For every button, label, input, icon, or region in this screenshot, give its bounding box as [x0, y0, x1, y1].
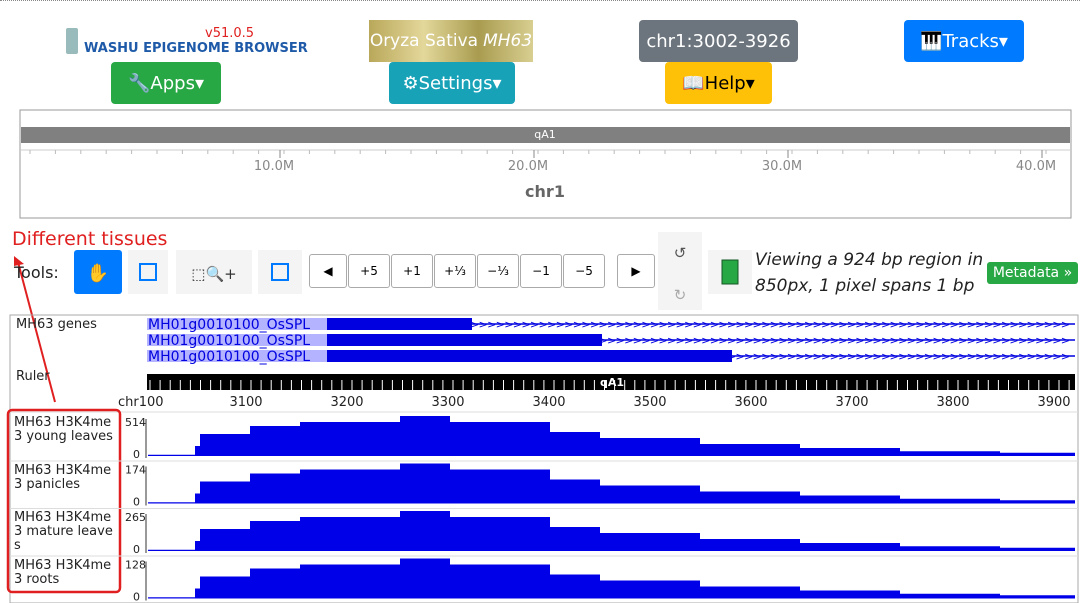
redo[interactable]: ↻	[674, 286, 687, 304]
track-min: 0	[133, 448, 140, 461]
ruler-tick-label: 3400	[532, 395, 565, 410]
signal-profile	[148, 559, 1075, 599]
gene-name: MH01g0010100_OsSPL	[148, 333, 310, 349]
ruler-tick-label: 3600	[734, 395, 767, 410]
zoom-button[interactable]: −5	[563, 254, 605, 288]
track-label-text: MH63 H3K4me3 mature leaves	[14, 511, 118, 553]
gene-name: MH01g0010100_OsSPL	[148, 349, 310, 365]
chromosome-tick-label: 10.0M	[254, 159, 294, 174]
track-max: 265	[125, 511, 146, 524]
track-max: 174	[125, 464, 146, 477]
genes-label: MH63 genes	[16, 317, 97, 332]
ruler-tick-label: 3300	[431, 395, 464, 410]
metadata-button[interactable]: Metadata »	[987, 262, 1078, 284]
book-icon	[722, 260, 738, 284]
pan-left[interactable]: ◀	[309, 254, 347, 288]
track-label: MH63 H3K4me3 roots	[14, 559, 118, 603]
annotation: Different tissues	[12, 228, 167, 250]
zoom-button[interactable]: +1	[391, 254, 433, 288]
track-label-text: MH63 H3K4me3 panicles	[14, 464, 118, 492]
ruler-tick-label: 3900	[1037, 395, 1070, 410]
chromosome-tick-label: 30.0M	[762, 159, 802, 174]
track-label-text: MH63 H3K4me3 young leaves	[14, 416, 118, 444]
ruler-tick-label: 3700	[835, 395, 868, 410]
track-min: 0	[133, 591, 140, 603]
hand-icon: ✋	[87, 262, 109, 284]
track-label: MH63 H3K4me3 young leaves	[14, 416, 118, 460]
gene-name: MH01g0010100_OsSPL	[148, 317, 310, 333]
gene-rows: >>>>>>>>>>>>>>>>>>>>>>>>>>>>>>>>>>>>>>>>…	[147, 317, 1075, 365]
page: v51.0.5 WASHU EPIGENOME BROWSER Oryza Sa…	[0, 0, 1080, 603]
track-max: 514	[125, 416, 146, 429]
chromosome-tick-label: 40.0M	[1016, 159, 1056, 174]
region-info: Viewing a 924 bp region in 850px, 1 pixe…	[755, 247, 987, 299]
track-label: MH63 H3K4me3 mature leaves	[14, 511, 118, 555]
undo[interactable]: ↺	[674, 244, 687, 262]
ruler-band: qA1	[600, 376, 624, 389]
zoom-button[interactable]: −⅓	[477, 254, 519, 288]
signal-profile	[148, 464, 1075, 504]
zoom-icon: ⬚🔍+	[191, 264, 236, 283]
ruler-tick-label: 3100	[229, 395, 262, 410]
signal-tracks: MH63 H3K4me3 young leaves 514 0 MH63 H3K4me…	[10, 416, 1078, 603]
track-label: MH63 H3K4me3 panicles	[14, 464, 118, 508]
track-min: 0	[133, 543, 140, 556]
toolbar-label: Tools:	[13, 263, 59, 282]
ruler-tick-label: 3800	[936, 395, 969, 410]
chromosome-tick-label: 20.0M	[508, 159, 548, 174]
chromosome-band: qA1	[534, 128, 556, 141]
gene-arrows: >>>>>>>>>>>>>>>>>>>>>>>>>>>>>>>>>>>>>>>>…	[470, 318, 1070, 331]
track-label-text: MH63 H3K4me3 roots	[14, 559, 118, 587]
ruler-cut-label: 00	[147, 395, 164, 410]
ruler-chrom: chr1	[118, 395, 147, 410]
track-min: 0	[133, 496, 140, 509]
zoom-button[interactable]: +⅓	[434, 254, 476, 288]
chromosome-name: chr1	[525, 182, 565, 201]
ruler-tick-label: 3200	[330, 395, 363, 410]
ruler-label: Ruler	[16, 369, 50, 384]
track-max: 128	[125, 559, 146, 572]
ruler-tick-label: 3500	[633, 395, 666, 410]
signal-profile	[148, 416, 1075, 456]
canvas: qA1 chr1 10.0M 20.0M 30.0M 40.0M Different …	[0, 0, 1080, 603]
swap-tool[interactable]	[258, 250, 302, 294]
signal-profile	[148, 511, 1075, 551]
zoom-button[interactable]: −1	[520, 254, 562, 288]
chromosome-ticks: 10.0M 20.0M 30.0M 40.0M	[30, 150, 1056, 174]
pan-right[interactable]: ▶	[617, 254, 655, 288]
reorder-tool[interactable]	[128, 250, 168, 294]
zoom-button[interactable]: +5	[348, 254, 390, 288]
